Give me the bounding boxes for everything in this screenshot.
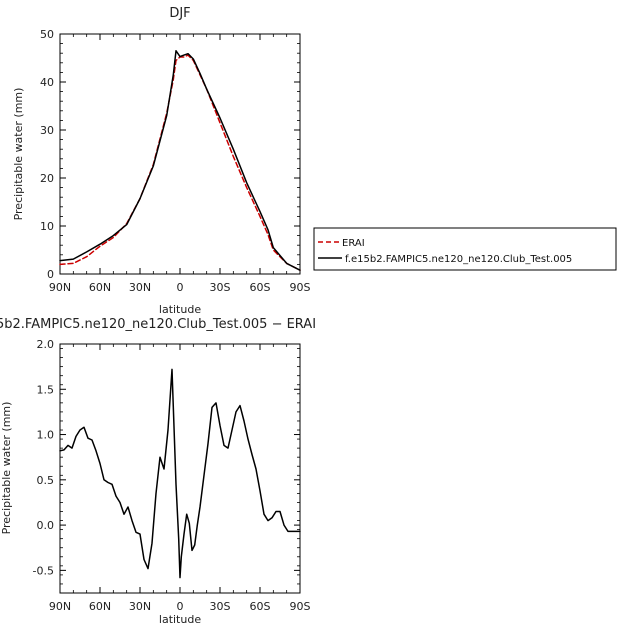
- top-x-axis-label: latitude: [159, 303, 201, 316]
- top-plot-frame: [59, 33, 301, 275]
- top-series-lines: [59, 50, 301, 271]
- top-axis-ticks: 90N 60N 30N 0 30S 60S 90S 0 10 20 30 40 50: [40, 28, 311, 294]
- bottom-y-tick-label: 0.5: [37, 474, 55, 487]
- bottom-x-tick-label: 60S: [250, 600, 271, 613]
- top-chart-title: DJF: [169, 6, 190, 21]
- legend-label-erai: ERAI: [342, 238, 365, 249]
- top-x-tick-label: 30N: [129, 281, 151, 294]
- bottom-x-axis-label: latitude: [159, 613, 201, 626]
- top-y-tick-label: 0: [47, 268, 54, 281]
- top-y-tick-label: 10: [40, 220, 54, 233]
- bottom-panel: 5b2.FAMPIC5.ne120_ne120.Club_Test.005 − …: [0, 317, 316, 626]
- top-x-tick-label: 0: [177, 281, 184, 294]
- bottom-x-tick-label: 90S: [290, 600, 311, 613]
- top-x-tick-label: 60N: [89, 281, 111, 294]
- bottom-x-tick-label: 30N: [129, 600, 151, 613]
- bottom-y-axis-label: Precipitable water (mm): [0, 402, 13, 535]
- top-y-tick-label: 20: [40, 172, 54, 185]
- bottom-series-lines: [59, 368, 301, 579]
- bottom-chart-title: 5b2.FAMPIC5.ne120_ne120.Club_Test.005 − …: [0, 317, 316, 332]
- top-panel: DJF 90N 60N 30N 0 30S 60S 90S 0 10 20 30 40 50 latit…: [12, 6, 311, 316]
- top-x-tick-label: 30S: [210, 281, 231, 294]
- top-x-tick-label: 90N: [49, 281, 71, 294]
- legend-label-model: f.e15b2.FAMPIC5.ne120_ne120.Club_Test.00…: [345, 254, 572, 265]
- bottom-x-tick-label: 60N: [89, 600, 111, 613]
- legend-box: [313, 227, 617, 271]
- top-y-tick-label: 40: [40, 76, 54, 89]
- top-y-axis-label: Precipitable water (mm): [12, 88, 25, 221]
- bottom-x-tick-label: 30S: [210, 600, 231, 613]
- top-x-tick-label: 90S: [290, 281, 311, 294]
- bottom-y-tick-label: 1.5: [37, 383, 55, 396]
- top-y-tick-label: 50: [40, 28, 54, 41]
- bottom-axis-ticks: 90N 60N 30N 0 30S 60S 90S -0.5 0.0 0.5 1.0 1.5 2.0: [33, 338, 311, 613]
- bottom-y-tick-label: 0.0: [37, 519, 55, 532]
- legend: ERAI f.e15b2.FAMPIC5.ne120_ne120.Club_Te…: [313, 227, 617, 271]
- bottom-y-tick-label: 2.0: [37, 338, 55, 351]
- top-y-tick-label: 30: [40, 124, 54, 137]
- bottom-y-tick-label: -0.5: [33, 564, 54, 577]
- bottom-x-tick-label: 0: [177, 600, 184, 613]
- bottom-x-tick-label: 90N: [49, 600, 71, 613]
- bottom-y-tick-label: 1.0: [37, 429, 55, 442]
- top-series-line-2: [59, 50, 301, 271]
- bottom-series-line-1: [59, 368, 301, 579]
- top-x-tick-label: 60S: [250, 281, 271, 294]
- top-series-line-1: [59, 54, 301, 271]
